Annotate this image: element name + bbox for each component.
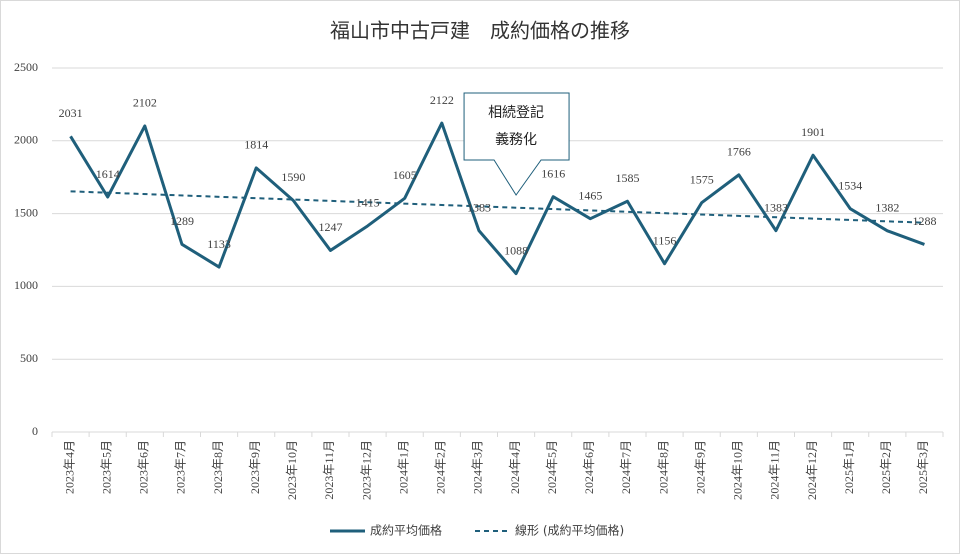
data-label: 2102 [133, 96, 157, 110]
x-tick-label: 2024年4月 [508, 440, 522, 494]
legend-label: 線形 (成約平均価格) [515, 523, 624, 538]
x-tick-label: 2024年9月 [693, 440, 707, 494]
data-label: 2122 [430, 93, 454, 107]
data-label: 1133 [207, 237, 231, 251]
data-label: 1156 [653, 233, 677, 247]
data-label: 1605 [393, 168, 417, 182]
callout-text: 相続登記 [488, 104, 544, 121]
data-label: 1901 [801, 125, 825, 139]
x-tick-label: 2023年10月 [285, 440, 299, 500]
x-tick-label: 2024年5月 [545, 440, 559, 494]
x-tick-label: 2023年11月 [322, 440, 336, 500]
data-label: 1616 [541, 166, 565, 180]
x-tick-label: 2024年1月 [396, 440, 410, 494]
x-tick-label: 2024年10月 [731, 440, 745, 500]
y-tick-label: 2500 [14, 60, 38, 74]
data-label: 1766 [727, 145, 751, 159]
data-label: 1383 [764, 200, 788, 214]
x-tick-label: 2025年2月 [879, 440, 893, 494]
data-label: 1465 [578, 188, 602, 202]
x-tick-label: 2023年9月 [248, 440, 262, 494]
series-line [69, 121, 925, 276]
y-tick-label: 0 [32, 424, 38, 438]
data-label: 1247 [318, 220, 342, 234]
x-tick-label: 2023年5月 [99, 440, 113, 494]
x-tick-label: 2025年1月 [842, 440, 856, 494]
data-label: 1585 [615, 171, 639, 185]
data-label: 1382 [875, 201, 899, 215]
x-tick-label: 2024年8月 [656, 440, 670, 494]
data-label: 1534 [838, 178, 862, 192]
data-label: 1088 [504, 243, 528, 257]
legend-label: 成約平均価格 [370, 523, 442, 538]
x-tick-label: 2023年4月 [62, 440, 76, 494]
data-label: 1575 [690, 172, 714, 186]
x-tick-label: 2025年3月 [916, 440, 930, 494]
callout [463, 92, 570, 196]
x-tick-label: 2024年6月 [582, 440, 596, 494]
data-label: 1814 [244, 138, 268, 152]
x-tick-label: 2023年12月 [359, 440, 373, 500]
chart-title: 福山市中古戸建 成約価格の推移 [330, 19, 630, 43]
callout-text: 義務化 [495, 131, 537, 148]
x-tick-label: 2024年7月 [619, 440, 633, 494]
x-tick-label: 2024年11月 [768, 440, 782, 500]
data-label: 1590 [281, 170, 305, 184]
x-tick-label: 2023年8月 [211, 440, 225, 494]
data-label: 1614 [96, 167, 120, 181]
x-tick-label: 2024年3月 [471, 440, 485, 494]
y-tick-label: 1500 [14, 205, 38, 219]
x-tick-label: 2024年12月 [805, 440, 819, 500]
y-tick-label: 1000 [14, 278, 38, 292]
y-tick-label: 500 [20, 351, 38, 365]
data-label: 2031 [59, 106, 83, 120]
x-tick-label: 2023年7月 [174, 440, 188, 494]
data-label: 1288 [912, 214, 936, 228]
data-label: 1383 [467, 200, 491, 214]
data-label: 1289 [170, 214, 194, 228]
y-tick-label: 2000 [14, 133, 38, 147]
x-tick-label: 2024年2月 [434, 440, 448, 494]
x-tick-label: 2023年6月 [137, 440, 151, 494]
data-label: 1415 [356, 196, 380, 210]
